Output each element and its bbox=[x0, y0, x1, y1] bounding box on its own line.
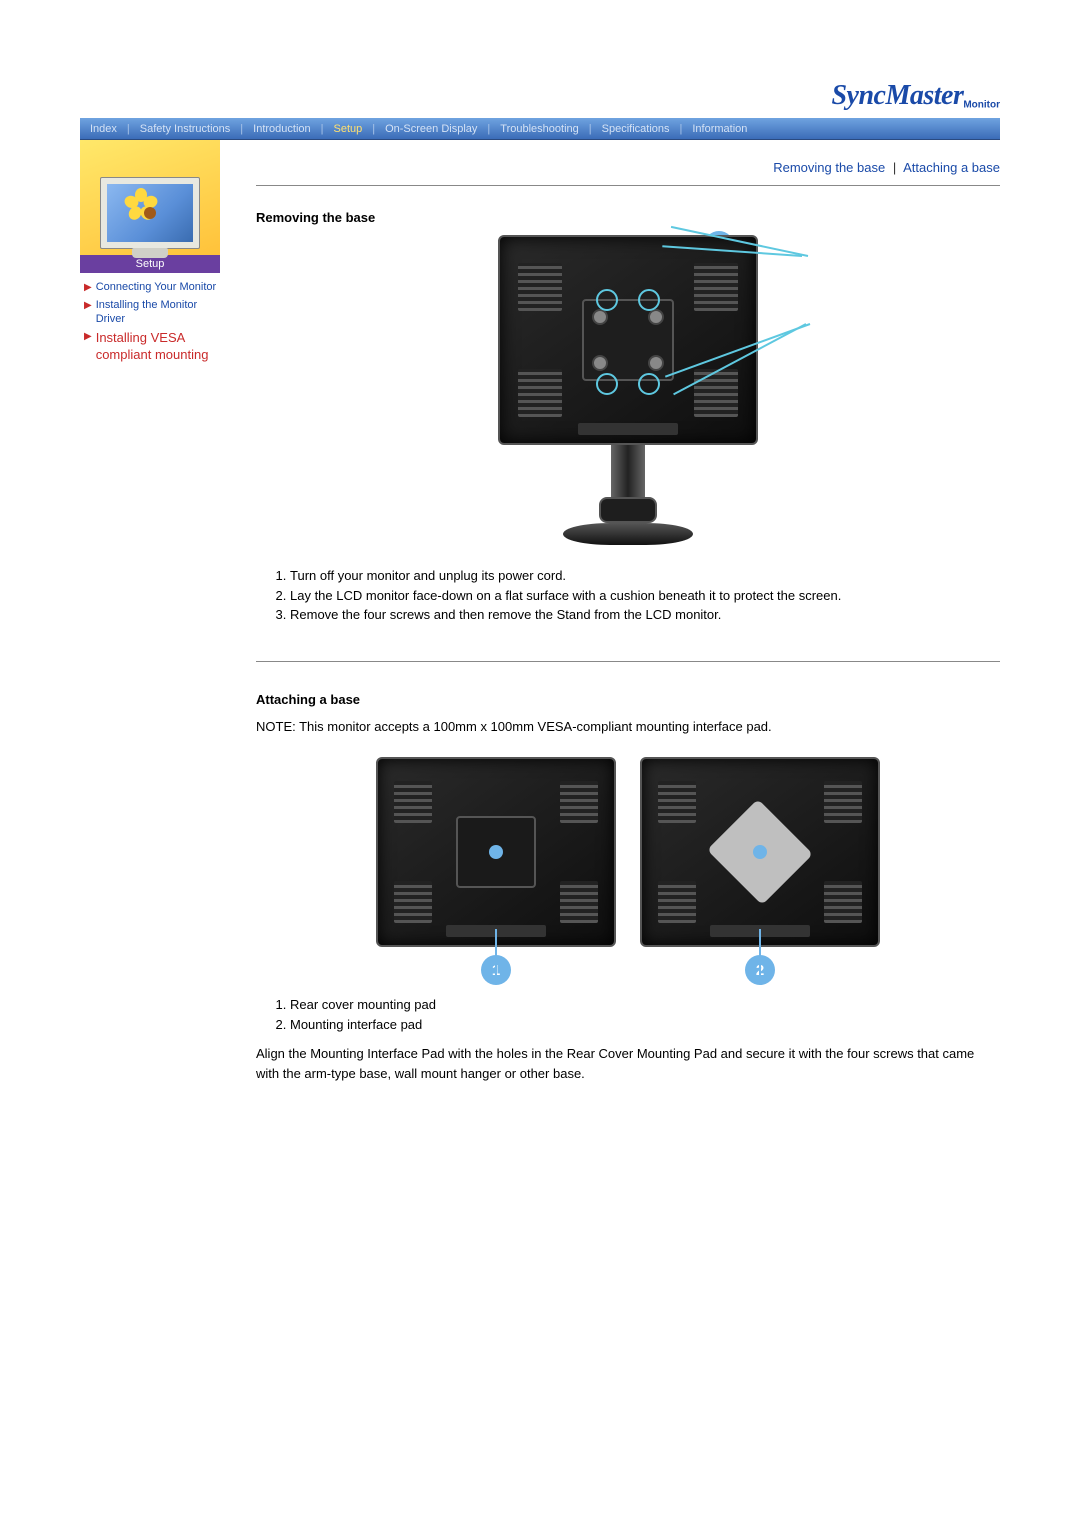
heading-attaching: Attaching a base bbox=[256, 692, 1000, 707]
anchor-attaching[interactable]: Attaching a base bbox=[903, 160, 1000, 175]
step: Lay the LCD monitor face-down on a flat … bbox=[290, 586, 1000, 606]
step: Remove the four screws and then remove t… bbox=[290, 605, 1000, 625]
nav-specifications[interactable]: Specifications bbox=[592, 123, 680, 135]
brand-name: SyncMaster bbox=[831, 80, 963, 111]
nav-safety[interactable]: Safety Instructions bbox=[130, 123, 241, 135]
removing-steps: Turn off your monitor and unplug its pow… bbox=[256, 566, 1000, 625]
sidebar-link-connecting[interactable]: ▶ Connecting Your Monitor bbox=[84, 281, 218, 295]
anchor-nav: Removing the base | Attaching a base bbox=[256, 160, 1000, 175]
attaching-items: Rear cover mounting pad Mounting interfa… bbox=[256, 995, 1000, 1034]
top-nav: Index| Safety Instructions| Introduction… bbox=[80, 118, 1000, 140]
nav-information[interactable]: Information bbox=[682, 123, 757, 135]
main-content: Removing the base | Attaching a base Rem… bbox=[220, 140, 1000, 1083]
brand-logo: SyncMasterMonitor bbox=[80, 80, 1000, 112]
step: Turn off your monitor and unplug its pow… bbox=[290, 566, 1000, 586]
item: Rear cover mounting pad bbox=[290, 995, 1000, 1015]
nav-osd[interactable]: On-Screen Display bbox=[375, 123, 487, 135]
sidebar-thumbnail bbox=[80, 140, 220, 255]
figure-removing: a bbox=[256, 235, 1000, 548]
item: Mounting interface pad bbox=[290, 1015, 1000, 1035]
sidebar-link-vesa[interactable]: ▶ Installing VESA compliant mounting bbox=[84, 330, 218, 363]
nav-troubleshooting[interactable]: Troubleshooting bbox=[490, 123, 588, 135]
attaching-note: NOTE: This monitor accepts a 100mm x 100… bbox=[256, 717, 1000, 738]
nav-index[interactable]: Index bbox=[80, 123, 127, 135]
arrow-icon: ▶ bbox=[84, 282, 92, 295]
heading-removing: Removing the base bbox=[256, 210, 1000, 225]
nav-introduction[interactable]: Introduction bbox=[243, 123, 320, 135]
arrow-icon: ▶ bbox=[84, 300, 92, 313]
nav-setup[interactable]: Setup bbox=[323, 123, 372, 135]
anchor-removing[interactable]: Removing the base bbox=[773, 160, 885, 175]
sidebar-link-driver[interactable]: ▶ Installing the Monitor Driver bbox=[84, 299, 218, 327]
arrow-icon: ▶ bbox=[84, 331, 92, 344]
figure-attaching: 1 2 bbox=[256, 757, 1000, 985]
brand-sub: Monitor bbox=[963, 100, 1000, 111]
sidebar: Setup ▶ Connecting Your Monitor ▶ Instal… bbox=[80, 140, 220, 367]
anchor-sep: | bbox=[893, 160, 896, 175]
attaching-para: Align the Mounting Interface Pad with th… bbox=[256, 1044, 1000, 1083]
